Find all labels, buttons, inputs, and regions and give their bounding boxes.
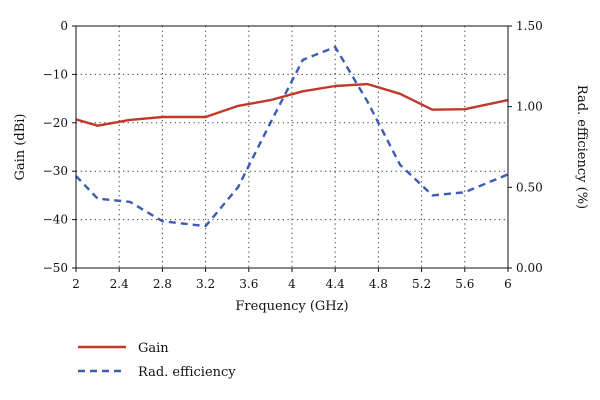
y-left-tick-label: 0 bbox=[60, 19, 68, 33]
x-tick-label: 2.4 bbox=[110, 277, 129, 291]
x-tick-label: 5.2 bbox=[412, 277, 431, 291]
y-right-tick-label: 1.00 bbox=[516, 100, 543, 114]
x-tick-label: 3.6 bbox=[239, 277, 258, 291]
y-left-tick-label: −30 bbox=[43, 164, 68, 178]
y-left-axis-title: Gain (dBi) bbox=[13, 114, 28, 181]
x-tick-label: 5.6 bbox=[455, 277, 474, 291]
y-right-axis-title: Rad. efficiency (%) bbox=[574, 85, 589, 209]
y-right-tick-label: 0.00 bbox=[516, 261, 543, 275]
legend-label: Rad. efficiency bbox=[138, 365, 236, 380]
y-right-tick-label: 0.50 bbox=[516, 180, 543, 194]
axis-titles: Frequency (GHz) Gain (dBi) Rad. efficien… bbox=[13, 85, 589, 314]
x-tick-label: 4 bbox=[288, 277, 296, 291]
ticks: 2 2.4 2.8 3.2 3.6 4 4.4 4.8 5.2 5.6 6 0 −10 −20 −30 −40… bbox=[43, 19, 543, 291]
y-left-tick-label: −40 bbox=[43, 213, 68, 227]
series-layer bbox=[75, 45, 509, 228]
legend-label: Gain bbox=[138, 341, 169, 356]
grid bbox=[76, 26, 508, 268]
x-tick-label: 6 bbox=[504, 277, 512, 291]
y-left-tick-label: −10 bbox=[43, 67, 68, 81]
series-line-rad-efficiency bbox=[75, 45, 509, 228]
y-right-tick-label: 1.50 bbox=[516, 19, 543, 33]
x-tick-label: 2 bbox=[72, 277, 80, 291]
x-tick-label: 4.8 bbox=[369, 277, 388, 291]
legend: Gain Rad. efficiency bbox=[78, 341, 236, 380]
x-tick-label: 2.8 bbox=[153, 277, 172, 291]
series-line-gain bbox=[75, 82, 509, 127]
plot-frame bbox=[75, 25, 509, 269]
x-tick-label: 3.2 bbox=[196, 277, 215, 291]
x-tick-label: 4.4 bbox=[326, 277, 345, 291]
x-axis-title: Frequency (GHz) bbox=[235, 299, 348, 314]
y-left-tick-label: −20 bbox=[43, 116, 68, 130]
y-left-tick-label: −50 bbox=[43, 261, 68, 275]
